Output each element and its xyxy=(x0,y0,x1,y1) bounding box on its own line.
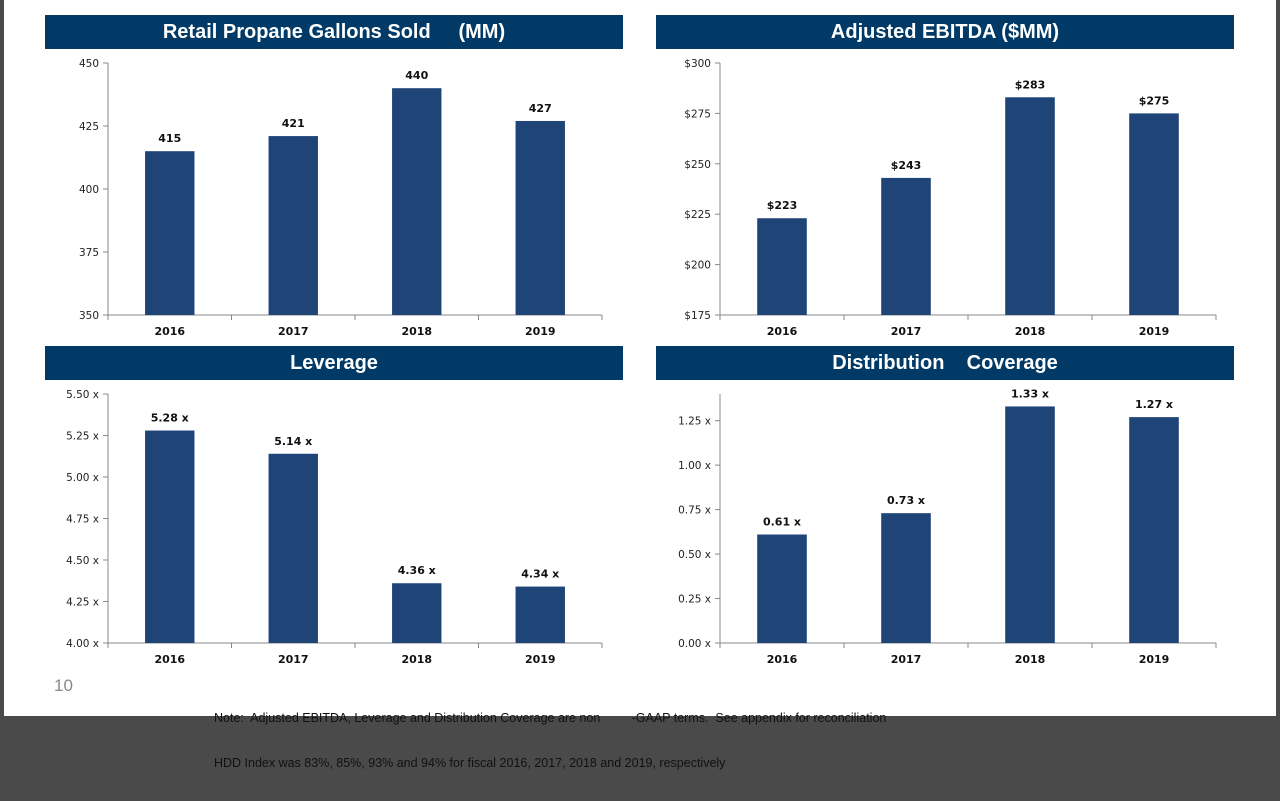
bar xyxy=(268,453,318,643)
y-tick-label: 350 xyxy=(79,310,99,322)
bar xyxy=(881,177,931,315)
y-tick-label: 5.00 x xyxy=(66,472,99,484)
x-category-label: 2019 xyxy=(525,653,556,666)
x-category-label: 2018 xyxy=(1015,325,1046,338)
bar xyxy=(1129,417,1179,643)
data-label: $243 xyxy=(891,159,922,172)
x-category-label: 2017 xyxy=(891,325,922,338)
data-label: 5.28 x xyxy=(151,412,189,425)
y-tick-label: 375 xyxy=(79,247,99,259)
x-category-label: 2018 xyxy=(1015,653,1046,666)
chart-adjusted-ebitda: $175 $200 $225 $250 $275 $300 $223 2016 $243 2017… xyxy=(684,58,1217,338)
bar xyxy=(268,136,318,315)
data-label: 0.73 x xyxy=(887,494,925,507)
footnote: Note: Adjusted EBITDA, Leverage and Dist… xyxy=(214,681,886,801)
x-category-label: 2017 xyxy=(278,325,309,338)
bar xyxy=(392,88,442,315)
x-category-label: 2016 xyxy=(767,325,798,338)
y-tick-label: 4.25 x xyxy=(66,597,99,609)
chart-title-distribution-coverage: Distribution Coverage xyxy=(656,346,1234,380)
bar xyxy=(1005,97,1055,315)
bar xyxy=(1005,406,1055,643)
bar xyxy=(392,583,442,643)
x-category-label: 2018 xyxy=(401,325,432,338)
y-tick-label: 5.25 x xyxy=(66,431,99,443)
y-tick-label: $175 xyxy=(684,310,711,322)
bar xyxy=(757,534,807,643)
data-label: $283 xyxy=(1015,78,1046,91)
bar xyxy=(757,218,807,315)
x-category-label: 2019 xyxy=(1139,325,1170,338)
data-label: $275 xyxy=(1139,94,1170,107)
y-tick-label: $200 xyxy=(684,260,711,272)
y-tick-label: 450 xyxy=(79,58,99,70)
footnote-line-1: Note: Adjusted EBITDA, Leverage and Dist… xyxy=(214,711,887,725)
slide: Retail Propane Gallons Sold (MM) 350 375 4… xyxy=(4,0,1276,770)
x-category-label: 2019 xyxy=(1139,653,1170,666)
y-tick-label: $250 xyxy=(684,159,711,171)
data-label: 5.14 x xyxy=(274,435,312,448)
y-tick-label: 4.75 x xyxy=(66,514,99,526)
data-label: 427 xyxy=(529,102,552,115)
chart-title-leverage: Leverage xyxy=(45,346,623,380)
x-category-label: 2016 xyxy=(154,325,185,338)
bar xyxy=(515,120,565,316)
data-label: 421 xyxy=(282,117,305,130)
bar xyxy=(145,151,195,315)
x-category-label: 2016 xyxy=(767,653,798,666)
x-category-label: 2017 xyxy=(278,653,309,666)
x-category-label: 2016 xyxy=(154,653,185,666)
footnote-line-2: HDD Index was 83%, 85%, 93% and 94% for … xyxy=(214,756,726,770)
data-label: 1.33 x xyxy=(1011,387,1049,400)
data-label: 440 xyxy=(405,69,428,82)
chart-title-propane-gallons: Retail Propane Gallons Sold (MM) xyxy=(45,15,623,49)
y-tick-label: 0.00 x xyxy=(678,638,711,650)
chart-leverage: 4.00 x 4.25 x 4.50 x 4.75 x 5.00 x 5.25 x 5.50… xyxy=(66,389,603,666)
data-label: 4.36 x xyxy=(398,564,436,577)
chart-propane-gallons: 350 375 400 425 450 415 2016 421 2017 440 2018 427 2… xyxy=(79,58,603,338)
chart-title-adjusted-ebitda: Adjusted EBITDA ($MM) xyxy=(656,15,1234,49)
y-tick-label: $225 xyxy=(684,209,711,221)
data-label: 415 xyxy=(158,132,181,145)
y-tick-label: 0.75 x xyxy=(678,505,711,517)
bar xyxy=(515,586,565,643)
chart-distribution-coverage: 0.00 x 0.25 x 0.50 x 0.75 x 1.00 x 1.25 x 0.61… xyxy=(678,387,1217,666)
y-tick-label: 0.25 x xyxy=(678,594,711,606)
bar xyxy=(881,513,931,643)
bar xyxy=(1129,113,1179,316)
data-label: 1.27 x xyxy=(1135,398,1173,411)
y-tick-label: 0.50 x xyxy=(678,549,711,561)
bar xyxy=(145,430,195,643)
y-tick-label: $275 xyxy=(684,108,711,120)
y-tick-label: 1.25 x xyxy=(678,416,711,428)
y-tick-label: 1.00 x xyxy=(678,460,711,472)
y-tick-label: 400 xyxy=(79,184,99,196)
y-tick-label: 5.50 x xyxy=(66,389,99,401)
y-tick-label: $300 xyxy=(684,58,711,70)
page-number: 10 xyxy=(54,676,73,695)
x-category-label: 2017 xyxy=(891,653,922,666)
y-tick-label: 4.00 x xyxy=(66,638,99,650)
x-category-label: 2018 xyxy=(401,653,432,666)
x-category-label: 2019 xyxy=(525,325,556,338)
y-tick-label: 425 xyxy=(79,121,99,133)
data-label: $223 xyxy=(767,199,798,212)
y-tick-label: 4.50 x xyxy=(66,555,99,567)
data-label: 4.34 x xyxy=(521,568,559,581)
data-label: 0.61 x xyxy=(763,516,801,529)
